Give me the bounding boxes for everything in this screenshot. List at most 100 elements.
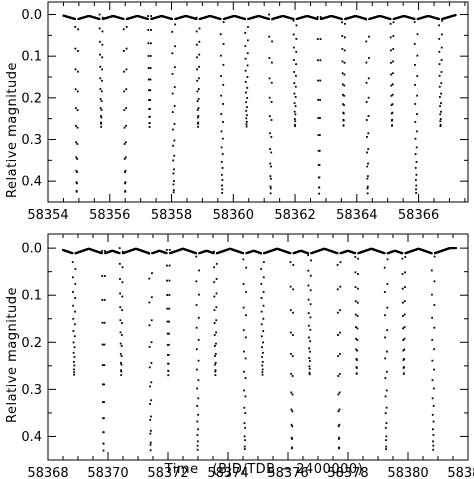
light-curve-point-1-658 — [150, 296, 153, 299]
light-curve-point-1-1478 — [261, 373, 264, 376]
light-curve-point-0-2373 — [392, 48, 395, 50]
light-curve-point-0-2546 — [416, 75, 419, 78]
light-curve-point-1-1350 — [244, 412, 247, 414]
light-curve-point-1-442 — [121, 250, 124, 253]
light-curve-point-1-2055 — [339, 261, 342, 264]
light-curve-point-1-1356 — [245, 291, 247, 293]
light-curve-point-0-1843 — [318, 164, 321, 166]
light-curve-point-1-989 — [195, 304, 198, 306]
light-curve-point-0-2005 — [341, 21, 343, 24]
light-curve-point-0-2354 — [389, 22, 392, 25]
light-curve-point-1-71 — [71, 252, 74, 255]
light-curve-point-1-292 — [101, 321, 104, 324]
light-curve-point-0-787 — [171, 111, 174, 114]
light-curve-point-1-1336 — [242, 258, 245, 261]
light-curve-point-1-87 — [73, 335, 76, 338]
light-curve-point-0-2537 — [415, 188, 417, 191]
light-curve-point-0-267 — [99, 98, 102, 100]
light-curve-point-1-432 — [120, 370, 123, 373]
light-curve-point-0-2020 — [343, 94, 346, 97]
light-curve-point-1-1706 — [292, 264, 295, 266]
light-curve-point-1-302 — [102, 431, 105, 434]
light-curve-point-1-1123 — [213, 322, 216, 324]
light-curve-point-1-1342 — [243, 389, 246, 392]
light-curve-point-1-293 — [101, 343, 104, 346]
light-curve-point-1-1127 — [214, 363, 217, 366]
top-light-curve-points — [62, 13, 457, 195]
light-curve-point-0-276 — [100, 90, 103, 93]
light-curve-point-0-2026 — [344, 22, 346, 25]
light-curve-point-1-783 — [167, 354, 170, 356]
light-curve-point-1-988 — [195, 280, 198, 283]
light-curve-point-1-77 — [72, 330, 75, 332]
light-curve-point-0-1326 — [246, 52, 249, 55]
light-curve-point-0-1323 — [246, 87, 249, 89]
light-curve-point-0-1488 — [269, 162, 272, 165]
light-curve-point-1-1481 — [262, 351, 264, 354]
light-curve-point-1-1482 — [262, 341, 264, 344]
light-curve-point-0-965 — [196, 100, 199, 103]
light-curve-point-0-2536 — [414, 178, 417, 181]
light-curve-point-0-2196 — [367, 96, 370, 99]
light-curve-point-1-1125 — [213, 345, 216, 347]
light-curve-point-1-640 — [148, 301, 151, 304]
light-curve-point-1-1825 — [308, 365, 311, 368]
top-panel: 58354 58356 58358 58360 58362 58364 583660.00.… — [5, 1, 469, 223]
light-curve-point-0-2822 — [454, 14, 457, 16]
light-curve-point-1-2051 — [338, 352, 341, 355]
light-curve-point-1-1354 — [244, 336, 247, 339]
light-curve-point-0-2529 — [414, 63, 416, 66]
light-curve-point-0-622 — [148, 115, 151, 118]
light-curve-point-0-1153 — [222, 21, 225, 23]
light-curve-point-1-768 — [165, 252, 168, 255]
light-curve-point-0-785 — [171, 73, 174, 75]
light-curve-point-0-1132 — [219, 33, 222, 36]
light-curve-point-1-991 — [195, 348, 198, 351]
light-curve-point-0-450 — [125, 124, 127, 127]
light-curve-point-0-966 — [196, 109, 199, 111]
light-curve-point-1-770 — [166, 264, 168, 267]
light-curve-point-1-425 — [119, 319, 122, 322]
light-curve-point-1-1006 — [197, 316, 200, 319]
light-curve-point-0-1151 — [222, 63, 225, 66]
light-curve-point-0-2533 — [414, 137, 417, 140]
light-curve-point-1-1486 — [262, 290, 265, 293]
light-curve-point-1-1472 — [260, 323, 263, 326]
light-curve-point-1-1120 — [213, 281, 216, 284]
light-curve-point-1-1001 — [197, 413, 200, 416]
light-curve-point-1-2054 — [339, 285, 342, 288]
light-curve-point-0-2368 — [391, 103, 394, 106]
light-curve-point-0-2717 — [440, 102, 442, 105]
light-curve-point-0-1666 — [294, 123, 296, 126]
light-curve-point-0-1316 — [245, 117, 248, 120]
light-curve-point-1-86 — [73, 346, 76, 349]
light-curve-point-0-271 — [100, 125, 102, 128]
light-curve-point-0-88 — [74, 88, 77, 91]
light-curve-point-1-790 — [168, 264, 171, 267]
light-curve-point-1-1137 — [215, 292, 218, 295]
light-curve-point-0-783 — [171, 30, 174, 33]
light-curve-point-0-1671 — [294, 95, 297, 98]
light-curve-point-1-645 — [149, 403, 151, 405]
light-curve-point-1-774 — [166, 320, 169, 323]
light-curve-point-1-1824 — [308, 357, 311, 359]
light-curve-point-0-2705 — [438, 50, 441, 53]
light-curve-point-1-1135 — [215, 319, 218, 322]
light-curve-point-1-1139 — [215, 262, 218, 265]
light-curve-point-1-1836 — [309, 274, 312, 277]
light-curve-point-0-2012 — [342, 103, 344, 106]
light-curve-point-0-1673 — [295, 74, 297, 77]
light-curve-point-0-2199 — [368, 35, 370, 38]
light-curve-point-0-2542 — [415, 146, 418, 149]
x-tick-label: 58356 — [89, 208, 130, 223]
light-curve-point-0-2712 — [439, 120, 442, 123]
light-curve-point-0-1833 — [317, 98, 320, 101]
light-curve-point-0-105 — [77, 50, 79, 52]
light-curve-point-1-438 — [121, 309, 124, 312]
light-curve-point-0-968 — [197, 122, 199, 125]
light-curve-point-0-1135 — [220, 94, 223, 97]
light-curve-point-0-103 — [76, 90, 79, 93]
light-curve-point-1-76 — [72, 317, 75, 320]
light-curve-point-1-1338 — [242, 306, 245, 309]
light-curve-point-1-75 — [72, 304, 75, 307]
